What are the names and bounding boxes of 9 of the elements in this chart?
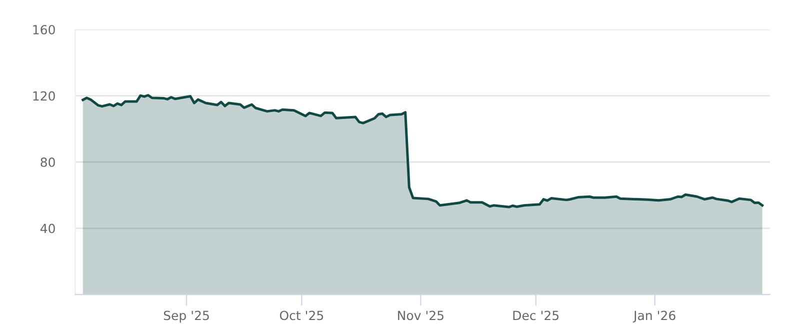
x-tick-label: Sep '25 xyxy=(164,310,209,323)
y-tick-label: 40 xyxy=(40,224,55,234)
x-tick-label: Nov '25 xyxy=(398,310,444,320)
y-tick-label: 80 xyxy=(40,157,55,167)
y-tick-label: 160 xyxy=(33,24,55,34)
x-tick-label: Jan '26 xyxy=(632,310,676,322)
x-tick-label: Oct '25 xyxy=(280,310,324,320)
y-tick-label: 120 xyxy=(33,91,55,101)
x-tick-label: Dec '25 xyxy=(513,310,558,320)
